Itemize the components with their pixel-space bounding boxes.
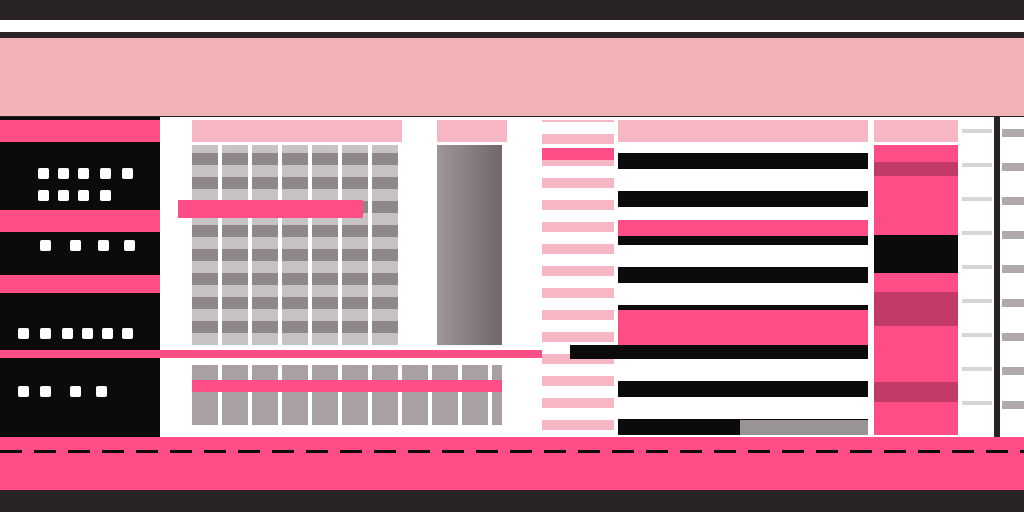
square-icon [58, 190, 69, 201]
square-icon [40, 328, 51, 339]
sidebar-item-active-1[interactable] [0, 120, 160, 142]
title-bar-stripe [0, 20, 1024, 32]
square-icon [98, 240, 109, 251]
grid-column-3-pink-row [542, 148, 614, 160]
status-bar-dashed-line [0, 450, 1024, 453]
grid-column-3 [542, 120, 614, 430]
square-icon [96, 386, 107, 397]
square-icon [40, 386, 51, 397]
sidebar-item-active-2[interactable] [0, 210, 160, 232]
list-row-dark [570, 345, 715, 359]
list-stripes [618, 145, 868, 435]
right-column-dark-4 [874, 382, 958, 402]
grid-column-2-header [437, 120, 507, 142]
lower-pink-row [192, 380, 502, 392]
selected-row-bar[interactable] [178, 200, 363, 218]
list-row-pink-2[interactable] [618, 310, 868, 345]
square-icon [18, 328, 29, 339]
sidebar-item-active-3[interactable] [0, 275, 160, 293]
edge-column [1002, 120, 1024, 435]
square-icon [62, 328, 73, 339]
square-icon [124, 240, 135, 251]
header-band [0, 38, 1024, 116]
square-icon [40, 240, 51, 251]
square-icon [122, 168, 133, 179]
right-column-dark-3 [874, 292, 958, 326]
list-header [618, 120, 868, 142]
square-icon [100, 190, 111, 201]
grid-column-header [192, 120, 402, 142]
grid-block-lower [192, 365, 502, 425]
square-icon [78, 168, 89, 179]
square-icon [38, 168, 49, 179]
right-column-dark-1 [874, 162, 958, 176]
scrollbar-track[interactable] [962, 120, 992, 435]
grid-column-2 [437, 145, 502, 345]
square-icon [82, 328, 93, 339]
scrollbar-divider [994, 117, 1000, 439]
list-row-pink-1[interactable] [618, 220, 868, 236]
list-row-grey [740, 420, 868, 435]
square-icon [70, 240, 81, 251]
square-icon [78, 190, 89, 201]
right-column-dark-2 [874, 235, 958, 273]
square-icon [102, 328, 113, 339]
status-bar [0, 437, 1024, 490]
selection-row-line [0, 350, 570, 358]
square-icon [58, 168, 69, 179]
right-column-header [874, 120, 958, 142]
square-icon [100, 168, 111, 179]
square-icon [18, 386, 29, 397]
square-icon [122, 328, 133, 339]
square-icon [70, 386, 81, 397]
grid-block-stripes [192, 145, 402, 345]
square-icon [38, 190, 49, 201]
